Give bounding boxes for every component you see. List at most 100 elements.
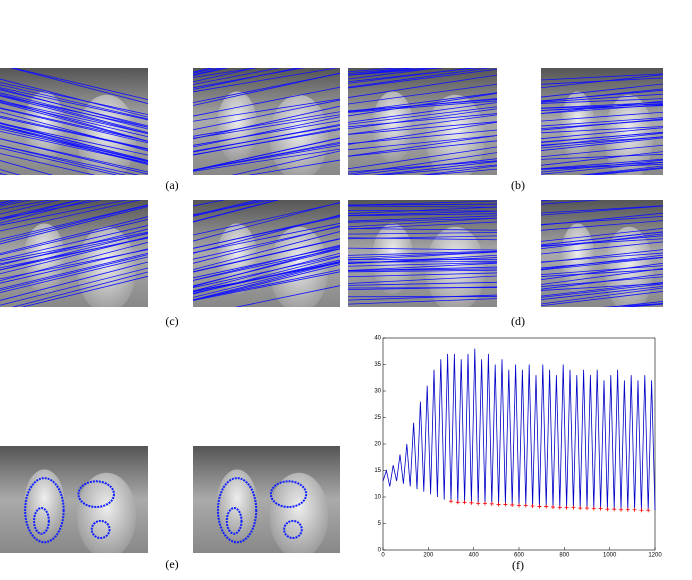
epipolar-line: [193, 200, 280, 223]
photo-content: [0, 200, 148, 307]
epipolar-line: [419, 165, 497, 175]
photo-content: [541, 177, 663, 307]
photo: [0, 200, 148, 307]
photo-content: [348, 195, 497, 307]
epipolar-line: [541, 220, 663, 231]
epipolar-line: [348, 281, 497, 286]
epipolar-line: [348, 68, 401, 73]
epipolar-line: [193, 261, 340, 301]
marker: [585, 506, 589, 511]
photo: [348, 195, 497, 307]
epipolar-line: [193, 99, 340, 131]
epipolar-line: [193, 68, 257, 83]
epipolar-line: [348, 200, 497, 206]
epipolar-line: [193, 148, 340, 172]
epipolar-line: [193, 200, 265, 217]
epipolar-line: [348, 92, 497, 113]
epipolar-line: [0, 128, 148, 164]
epipolar-line: [0, 87, 148, 121]
epipolar-line: [193, 120, 340, 146]
epipolar-line: [0, 204, 148, 240]
epipolar-line: [348, 68, 479, 83]
epipolar-line: [348, 113, 497, 128]
photo: [541, 54, 663, 175]
epipolar-line: [590, 167, 663, 175]
epipolar-line: [235, 285, 340, 307]
epipolar-line: [348, 206, 497, 214]
epipolar-line: [541, 290, 663, 307]
photo: [193, 446, 340, 553]
epipolar-line: [10, 68, 148, 104]
epipolar-line: [541, 200, 602, 205]
epipolar-line: [622, 303, 663, 307]
photo-content: [193, 68, 340, 175]
epipolar-line: [193, 238, 340, 273]
epipolar-line: [348, 106, 497, 125]
epipolar-line: [378, 164, 497, 175]
epipolar-line: [541, 159, 663, 173]
epipolar-line: [0, 204, 148, 243]
epipolar-line: [0, 236, 148, 275]
epipolar-line: [193, 259, 340, 295]
marker: [523, 503, 528, 508]
epipolar-line: [541, 151, 663, 166]
marker: [591, 506, 596, 511]
epipolar-line: [193, 68, 281, 85]
epipolar-line: [541, 231, 663, 246]
epipolar-line: [541, 111, 663, 122]
epipolar-line: [0, 200, 32, 207]
epipolar-line: [541, 163, 663, 170]
marker: [483, 501, 487, 506]
epipolar-line: [193, 68, 229, 76]
epipolar-line: [348, 74, 497, 98]
x-tick-label: 0: [381, 553, 385, 559]
epipolar-line: [348, 98, 497, 112]
epipolar-line: [541, 205, 663, 216]
marker: [598, 506, 603, 511]
epipolar-line: [193, 255, 340, 288]
epipolar-line: [193, 111, 340, 137]
marker: [530, 504, 535, 509]
epipolar-line: [348, 272, 497, 278]
epipolar-line: [0, 216, 148, 254]
epipolar-line: [193, 68, 213, 73]
epipolar-line: [541, 233, 663, 250]
epipolar-line: [348, 251, 497, 261]
epipolar-line: [541, 131, 663, 143]
marker: [605, 507, 610, 512]
epipolar-line: [541, 117, 663, 127]
photo-content: [0, 68, 148, 175]
epipolar-line: [541, 83, 663, 98]
epipolar-line: [348, 135, 497, 151]
epipolar-line: [541, 283, 663, 291]
epipolar-line: [0, 102, 148, 142]
epipolar-line: [541, 268, 663, 285]
epipolar-line: [541, 103, 663, 109]
epipolar-line: [0, 138, 148, 175]
epipolar-line: [541, 177, 663, 192]
epipolar-line: [541, 54, 663, 58]
epipolar-line: [348, 68, 415, 74]
epipolar-line: [541, 132, 663, 147]
photo: [348, 68, 497, 175]
epipolar-line: [193, 222, 340, 254]
epipolar-line: [541, 200, 557, 202]
epipolar-line: [193, 200, 273, 216]
epipolar-line: [349, 158, 497, 175]
epipolar-line: [348, 268, 497, 271]
marker: [510, 502, 515, 507]
epipolar-line: [0, 99, 148, 142]
epipolar-line: [348, 83, 497, 105]
epipolar-line: [0, 200, 23, 206]
epipolar-line: [348, 215, 497, 222]
epipolar-line: [0, 236, 148, 271]
epipolar-line: [0, 200, 92, 224]
plot-frame: [382, 337, 656, 551]
epipolar-line: [193, 225, 340, 264]
marker: [469, 500, 474, 505]
epipolar-line: [348, 100, 497, 113]
epipolar-line: [348, 195, 497, 197]
epipolar-line: [11, 68, 148, 101]
epipolar-line: [0, 206, 148, 245]
y-tick-label: 15: [374, 468, 381, 474]
